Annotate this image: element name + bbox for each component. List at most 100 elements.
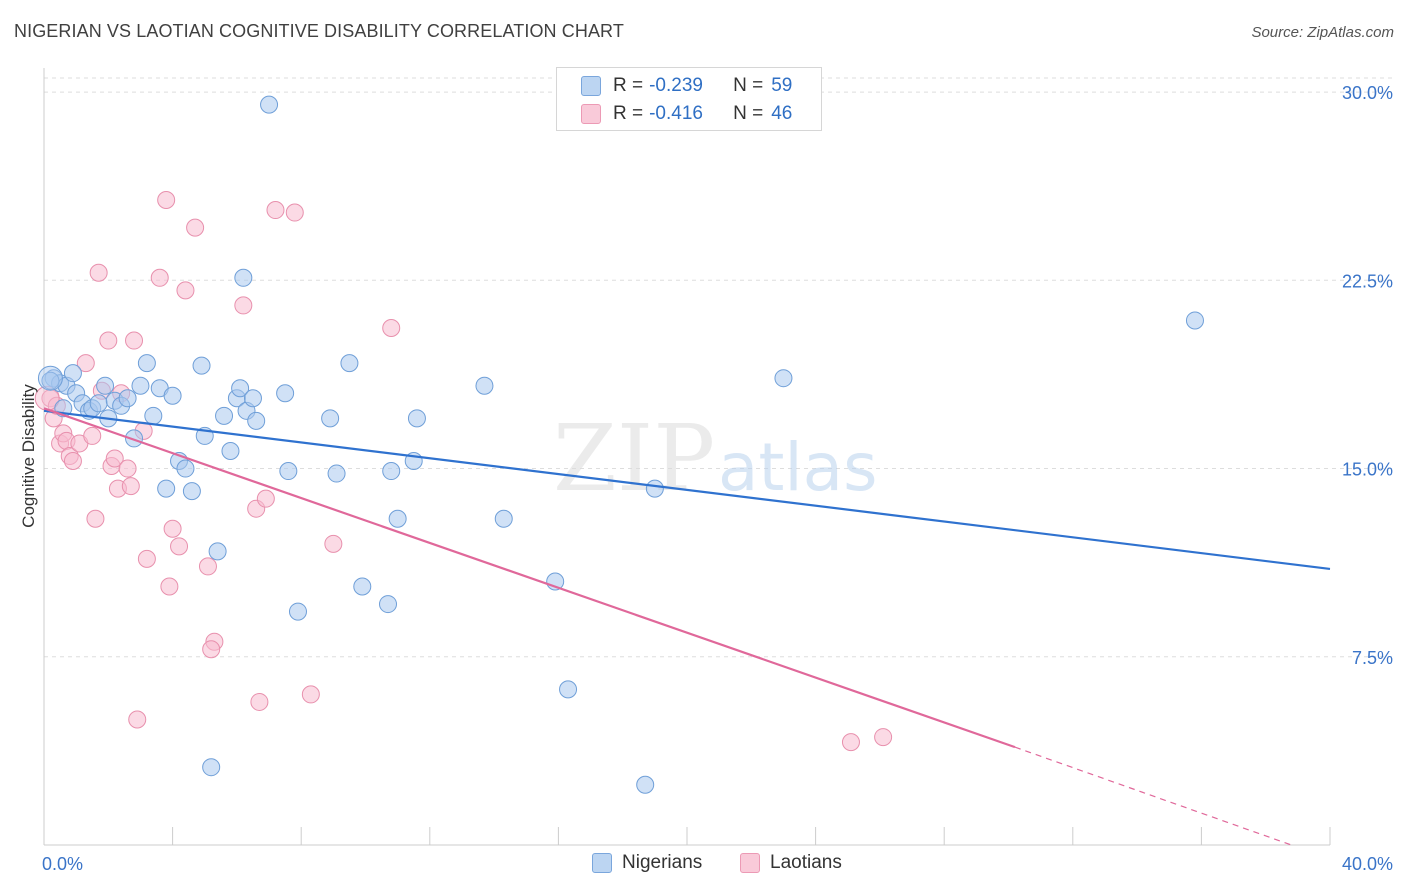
laotians-swatch bbox=[740, 853, 760, 873]
nigerian-point bbox=[321, 409, 340, 428]
watermark-atlas: atlas bbox=[718, 429, 878, 506]
laotian-point bbox=[163, 519, 182, 538]
laotian-point bbox=[125, 331, 144, 350]
nigerian-point bbox=[144, 406, 163, 425]
series-legend: Nigerians Laotians bbox=[0, 852, 1406, 878]
laotian-point bbox=[89, 263, 108, 282]
laotian-point bbox=[137, 549, 156, 568]
laotian-point bbox=[105, 449, 124, 468]
watermark: ZIP atlas bbox=[553, 405, 878, 512]
nigerians-swatch bbox=[581, 76, 601, 96]
nigerian-point bbox=[182, 482, 201, 501]
laotian-point bbox=[83, 426, 102, 445]
nigerian-point bbox=[96, 376, 115, 395]
nigerian-point bbox=[353, 577, 372, 596]
nigerian-point bbox=[131, 376, 150, 395]
grid-lines bbox=[44, 77, 1392, 658]
laotian-point bbox=[150, 268, 169, 287]
nigerian-point bbox=[475, 376, 494, 395]
laotian-point bbox=[118, 459, 137, 478]
nigerian-point bbox=[382, 462, 401, 481]
nigerian-point bbox=[163, 386, 182, 405]
laotian-point bbox=[157, 190, 176, 209]
legend-row-laotians: R = -0.416 N = 46 bbox=[581, 101, 792, 127]
nigerian-point bbox=[407, 409, 426, 428]
nigerian-point bbox=[260, 95, 279, 114]
nigerians-swatch bbox=[592, 853, 612, 873]
nigerian-point bbox=[215, 406, 234, 425]
laotian-point bbox=[86, 509, 105, 528]
nigerian-point bbox=[774, 369, 793, 388]
y-tick-label: 7.5% bbox=[1352, 648, 1393, 668]
nigerian-point bbox=[41, 371, 60, 390]
nigerian-point bbox=[118, 389, 137, 408]
laotian-point bbox=[176, 281, 195, 300]
nigerian-point bbox=[231, 379, 250, 398]
x-tick-label: 0.0% bbox=[42, 854, 83, 874]
nigerian-point bbox=[37, 365, 63, 391]
nigerian-point bbox=[645, 479, 664, 498]
nigerian-point bbox=[276, 384, 295, 403]
legend-label-laotians: Laotians bbox=[770, 852, 842, 873]
nigerian-point bbox=[202, 758, 221, 777]
nigerian-point bbox=[221, 441, 240, 460]
nigerian-point bbox=[125, 429, 144, 448]
laotian-point bbox=[234, 296, 253, 315]
n-value: 46 bbox=[771, 103, 793, 124]
y-tick-label: 22.5% bbox=[1342, 271, 1393, 291]
correlation-legend: R = -0.239 N = 59 R = -0.416 N = 46 bbox=[556, 67, 822, 131]
laotian-point bbox=[324, 534, 343, 553]
laotians-trend-extension bbox=[1014, 746, 1292, 846]
axes bbox=[43, 68, 1331, 846]
nigerian-point bbox=[340, 354, 359, 373]
nigerian-point bbox=[388, 509, 407, 528]
nigerian-point bbox=[89, 394, 108, 413]
nigerian-point bbox=[559, 680, 578, 699]
nigerian-point bbox=[247, 411, 266, 430]
laotians-trend-line bbox=[43, 407, 1016, 749]
nigerian-point bbox=[636, 775, 655, 794]
n-label: N = bbox=[733, 103, 764, 124]
laotian-point bbox=[99, 331, 118, 350]
nigerian-point bbox=[176, 459, 195, 478]
laotian-point bbox=[198, 557, 217, 576]
laotian-point bbox=[186, 218, 205, 237]
r-value: -0.416 bbox=[649, 103, 703, 124]
legend-item-nigerians[interactable]: Nigerians bbox=[592, 852, 702, 874]
laotian-point bbox=[256, 489, 275, 508]
nigerian-point bbox=[379, 595, 398, 614]
laotian-point bbox=[63, 452, 82, 471]
r-label: R = bbox=[613, 75, 644, 96]
n-value: 59 bbox=[771, 75, 793, 96]
r-label: R = bbox=[613, 103, 644, 124]
y-axis-label: Cognitive Disability bbox=[19, 384, 38, 528]
n-label: N = bbox=[733, 75, 764, 96]
laotians-points bbox=[34, 190, 893, 752]
nigerian-point bbox=[279, 462, 298, 481]
x-tick-label: 40.0% bbox=[1342, 854, 1393, 874]
laotian-point bbox=[841, 733, 860, 752]
nigerian-point bbox=[157, 479, 176, 498]
laotian-point bbox=[285, 203, 304, 222]
nigerian-point bbox=[192, 356, 211, 375]
nigerian-point bbox=[243, 389, 262, 408]
legend-label-nigerians: Nigerians bbox=[622, 852, 703, 873]
y-tick-label: 15.0% bbox=[1342, 460, 1393, 480]
laotian-point bbox=[382, 318, 401, 337]
laotian-point bbox=[874, 728, 893, 747]
y-tick-label: 30.0% bbox=[1342, 83, 1393, 103]
nigerian-point bbox=[1185, 311, 1204, 330]
laotians-swatch bbox=[581, 104, 601, 124]
laotian-point bbox=[121, 477, 140, 496]
laotian-point bbox=[128, 710, 147, 729]
nigerian-point bbox=[234, 268, 253, 287]
laotian-point bbox=[170, 537, 189, 556]
legend-row-nigerians: R = -0.239 N = 59 bbox=[581, 73, 792, 99]
nigerian-point bbox=[288, 602, 307, 621]
laotian-point bbox=[301, 685, 320, 704]
laotian-point bbox=[160, 577, 179, 596]
tick-labels: 7.5% 15.0% 22.5% 30.0% 0.0% 40.0% bbox=[42, 83, 1393, 874]
laotian-point bbox=[202, 640, 221, 659]
legend-item-laotians[interactable]: Laotians bbox=[740, 852, 842, 874]
